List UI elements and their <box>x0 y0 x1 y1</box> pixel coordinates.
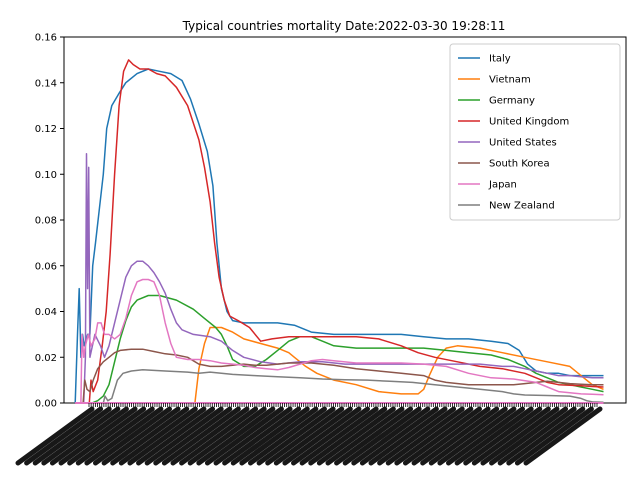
x-tick-label <box>67 406 147 466</box>
x-tick-label <box>265 406 345 466</box>
x-tick-label <box>316 406 396 466</box>
x-tick-label <box>213 406 293 466</box>
x-tick-label <box>222 406 302 466</box>
x-tick-label <box>497 406 577 466</box>
x-tick-label <box>359 406 439 466</box>
y-tick-label: 0.00 <box>35 399 57 410</box>
x-tick-label <box>239 406 319 466</box>
legend-label: Vietnam <box>489 75 531 86</box>
x-tick-label <box>92 406 172 466</box>
x-tick-label <box>334 406 414 466</box>
legend-label: South Korea <box>489 159 550 170</box>
x-tick-label <box>32 406 112 466</box>
x-tick-label <box>144 406 224 466</box>
x-tick-label <box>230 406 310 466</box>
y-tick-label: 0.02 <box>35 353 57 364</box>
x-tick-label <box>110 406 190 466</box>
x-tick-label <box>127 406 207 466</box>
x-tick-label <box>454 406 534 466</box>
series-line-6 <box>75 278 604 404</box>
series-line-1 <box>75 326 604 404</box>
legend-label: New Zealand <box>489 201 555 212</box>
x-tick-label <box>291 406 371 466</box>
x-tick-label <box>489 406 569 466</box>
legend-label: Germany <box>489 96 535 107</box>
x-tick-label <box>385 406 465 466</box>
x-tick-label <box>308 406 388 466</box>
legend: Italy Vietnam Germany United Kingdom United … <box>449 43 621 221</box>
x-tick-label <box>136 406 216 466</box>
series-line-5 <box>75 348 604 404</box>
x-tick-label <box>273 406 353 466</box>
x-tick-label <box>351 406 431 466</box>
x-axis <box>15 403 603 466</box>
x-tick-label <box>101 406 181 466</box>
x-tick-label <box>506 406 586 466</box>
y-tick-label: 0.06 <box>35 261 57 272</box>
x-tick-label <box>514 406 594 466</box>
x-tick-label <box>437 406 517 466</box>
series-line-0 <box>74 68 604 404</box>
x-tick-label <box>523 406 603 466</box>
x-tick-label <box>377 406 457 466</box>
x-tick-label <box>153 406 233 466</box>
y-tick-label: 0.10 <box>35 170 57 181</box>
x-tick-label <box>170 406 250 466</box>
x-tick-label <box>204 406 284 466</box>
legend-label: United States <box>489 138 557 149</box>
series-line-7 <box>75 369 604 404</box>
x-tick-label <box>247 406 327 466</box>
x-tick-label <box>84 406 164 466</box>
x-tick-label <box>420 406 500 466</box>
y-tick-label: 0.14 <box>35 78 57 89</box>
x-tick-label <box>196 406 276 466</box>
legend-box <box>449 43 621 221</box>
x-tick-label <box>402 406 482 466</box>
x-tick-label <box>179 406 259 466</box>
x-tick-label <box>471 406 551 466</box>
x-tick-label <box>118 406 198 466</box>
x-tick-label <box>49 406 129 466</box>
legend-label: United Kingdom <box>489 117 569 128</box>
x-tick-label <box>161 406 241 466</box>
x-tick-label <box>282 406 362 466</box>
x-tick-label <box>187 406 267 466</box>
x-tick-label <box>24 406 104 466</box>
x-tick-label <box>15 406 95 466</box>
x-tick-label <box>325 406 405 466</box>
x-tick-label <box>463 406 543 466</box>
x-tick-label <box>41 406 121 466</box>
x-tick-label <box>75 406 155 466</box>
x-tick-label <box>480 406 560 466</box>
y-tick-label: 0.12 <box>35 124 57 135</box>
series-line-2 <box>75 294 604 404</box>
y-tick-label: 0.08 <box>35 216 57 227</box>
series-line-3 <box>75 59 604 404</box>
y-tick-label: 0.04 <box>35 307 57 318</box>
series-line-4 <box>75 152 604 404</box>
legend-label: Italy <box>489 54 511 65</box>
x-tick-label <box>299 406 379 466</box>
x-tick-label <box>256 406 336 466</box>
chart-title: Typical countries mortality Date:2022-03… <box>182 19 506 33</box>
x-tick-label <box>428 406 508 466</box>
x-tick-label <box>446 406 526 466</box>
x-tick-label <box>368 406 448 466</box>
x-tick-label <box>58 406 138 466</box>
x-tick-label <box>411 406 491 466</box>
x-tick-label <box>394 406 474 466</box>
legend-label: Japan <box>488 180 517 191</box>
y-tick-label: 0.16 <box>35 33 57 44</box>
y-axis: 0.00 0.02 0.04 0.06 0.08 0.10 0.12 0.14 0.16 <box>35 33 64 410</box>
x-tick-label <box>342 406 422 466</box>
